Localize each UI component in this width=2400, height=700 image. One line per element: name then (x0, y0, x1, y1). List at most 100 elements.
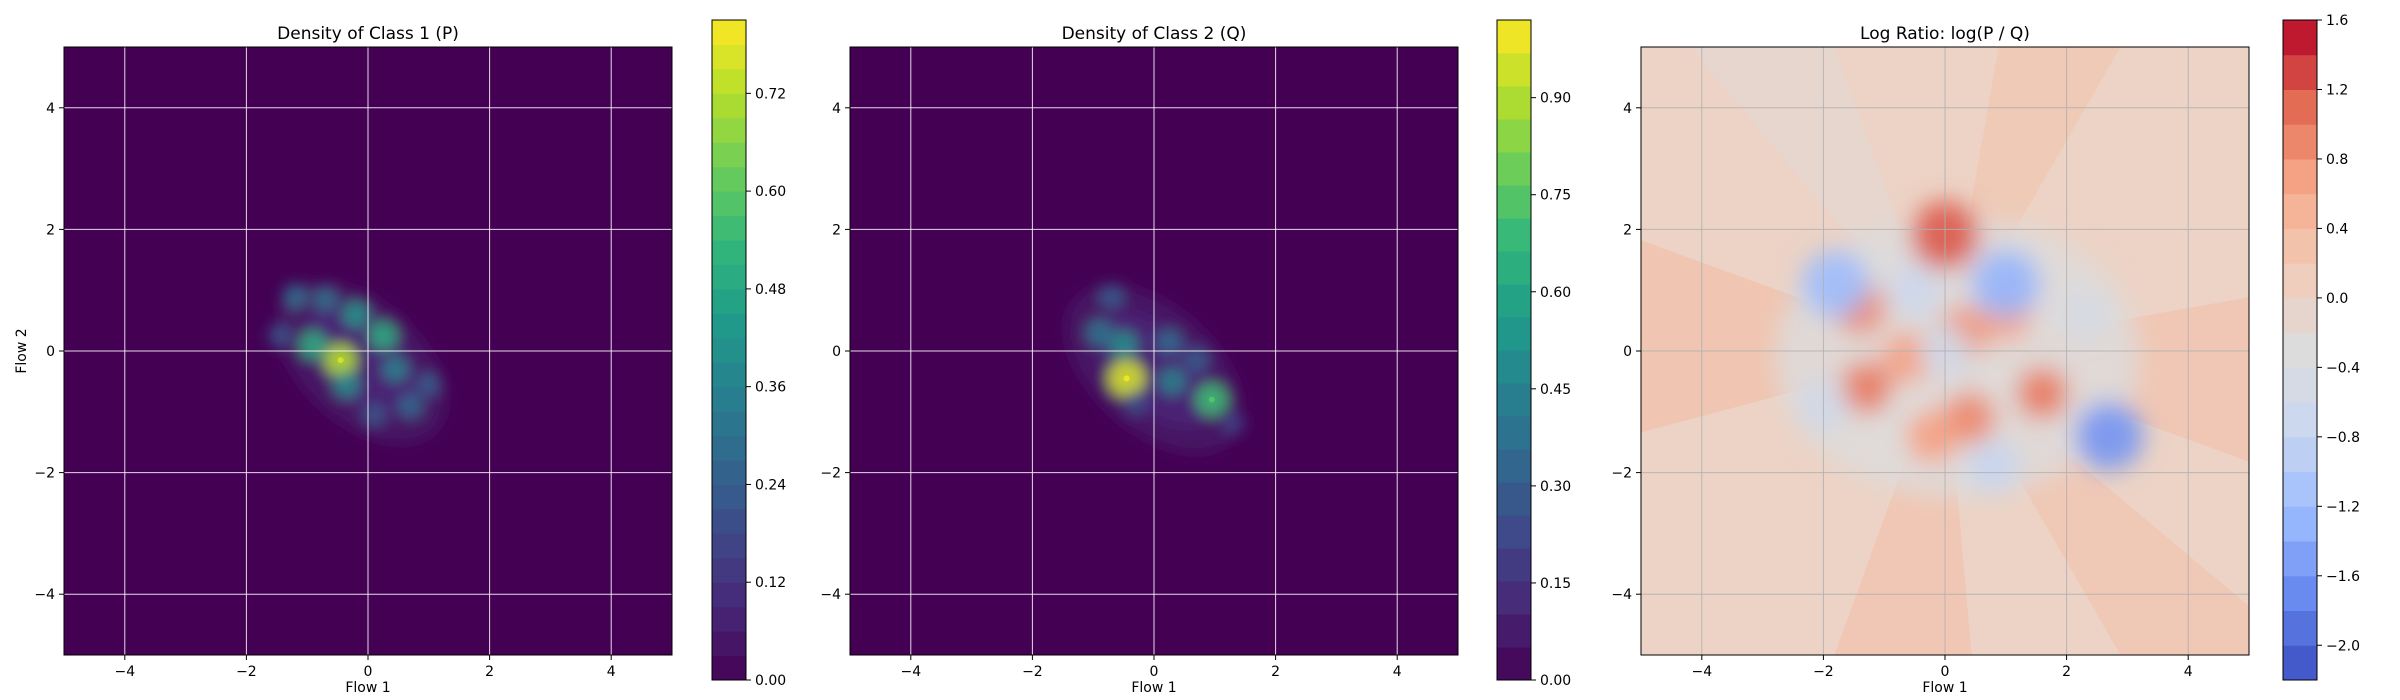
colorbar-band (712, 582, 746, 608)
ratio-region (2075, 402, 2144, 471)
colorbar-frame (711, 19, 747, 681)
colorbar-band (2283, 506, 2317, 542)
y-tick-label: 4 (832, 101, 841, 117)
density-hotspot (1158, 367, 1186, 395)
x-tick-label: 4 (1393, 664, 1402, 680)
colorbar-band (1497, 86, 1531, 120)
ratio-region (2058, 288, 2111, 341)
colorbar-band (1497, 548, 1531, 582)
ratio-layer (1641, 47, 2249, 655)
colorbar-band (712, 533, 746, 559)
colorbar-band (1497, 416, 1531, 450)
x-tick-label: 4 (607, 664, 616, 680)
colorbar-band (712, 655, 746, 681)
density-peak (1123, 375, 1130, 382)
chart-title: Density of Class 1 (P) (277, 24, 459, 44)
panel-class1-density: Density of Class 1 (P) −4 −2 0 2 4 −4 −2 0 2 4 F… (14, 19, 786, 696)
colorbar-band (712, 20, 746, 45)
colorbar-band (712, 337, 746, 363)
y-tick-label: −4 (820, 587, 841, 603)
chart-title: Density of Class 2 (Q) (1062, 24, 1247, 44)
x-ticks: −4 −2 0 2 4 (900, 655, 1402, 680)
ratio-wedge (1945, 47, 2121, 351)
panel-class2-density: Density of Class 2 (Q) −4 −2 0 2 4 −4 −2 0 2 4 F… (820, 19, 1571, 696)
density-hotspot (382, 356, 408, 382)
colorbar-tick-label: 0.4 (2326, 221, 2348, 237)
density-hotspot (1222, 412, 1245, 435)
colorbar-band (712, 435, 746, 461)
chart-title: Log Ratio: log(P / Q) (1860, 24, 2030, 44)
colorbar-band (2283, 367, 2317, 403)
x-tick-label: 2 (1271, 664, 1280, 680)
x-tick-label: −4 (114, 664, 135, 680)
colorbar-band (2283, 541, 2317, 577)
y-ticks: −4 −2 0 2 4 (1611, 101, 1641, 603)
y-tick-label: −2 (1611, 466, 1632, 482)
colorbar-band (712, 557, 746, 583)
density-layer (268, 282, 447, 444)
y-tick-label: 4 (46, 101, 55, 117)
colorbar-tick-label: −0.8 (2326, 430, 2360, 446)
colorbar-tick-label: 0.24 (755, 477, 786, 493)
colorbar-frame (1496, 19, 1532, 681)
x-axis-label: Flow 1 (1131, 680, 1176, 696)
density-hotspot (342, 301, 370, 328)
ratio-region (1839, 361, 1892, 414)
colorbar: 0.00 0.15 0.30 0.45 0.60 0.75 0.90 (1496, 19, 1571, 689)
colorbar-band (1497, 350, 1531, 384)
y-tick-label: 0 (46, 344, 55, 360)
x-tick-label: 0 (1941, 664, 1950, 680)
colorbar-band (712, 166, 746, 192)
density-hotspot (417, 373, 441, 396)
colorbar-tick-label: −1.2 (2326, 499, 2360, 515)
density-hotspot (1124, 391, 1148, 415)
colorbar-band (2283, 436, 2317, 473)
colorbar-band (1497, 515, 1531, 549)
colorbar-band (712, 411, 746, 437)
colorbar-band (1497, 53, 1531, 87)
ratio-region (1971, 250, 2040, 319)
density-core (303, 308, 421, 419)
x-tick-label: 0 (1150, 664, 1159, 680)
colorbar-band (712, 362, 746, 388)
colorbar-tick-label: −1.6 (2326, 569, 2360, 585)
colorbar-tick-label: 0.12 (755, 575, 786, 591)
x-axis-label: Flow 1 (345, 680, 390, 696)
colorbar-band (2283, 471, 2317, 507)
colorbar-tick-label: 0.15 (1540, 576, 1571, 592)
colorbar-tick-label: 0.8 (2326, 152, 2348, 168)
colorbar-band (1497, 317, 1531, 351)
colorbar-tick-label: 0.36 (755, 380, 786, 396)
colorbar-band (712, 508, 746, 534)
colorbar-tick-label: 0.60 (1540, 285, 1571, 301)
x-axis-label: Flow 1 (1922, 680, 1967, 696)
y-tick-label: 2 (1623, 222, 1632, 238)
colorbar-band (1497, 647, 1531, 681)
colorbar-band (712, 631, 746, 657)
x-tick-label: −2 (236, 664, 257, 680)
colorbar-tick-label: 0.0 (2326, 291, 2348, 307)
colorbar-tick-label: 0.45 (1540, 382, 1571, 398)
density-hotspot (362, 403, 386, 427)
colorbar-tick-label: 0.90 (1540, 91, 1571, 107)
colorbar-frame (2282, 19, 2318, 681)
colorbar-band (712, 484, 746, 510)
colorbar-tick-label: 1.2 (2326, 82, 2348, 98)
colorbar-band (712, 93, 746, 119)
colorbar-tick-label: 0.60 (755, 184, 786, 200)
colorbar-band (1497, 284, 1531, 318)
ratio-region (1888, 264, 1941, 317)
x-tick-label: 0 (364, 664, 373, 680)
density-peak (337, 357, 344, 364)
colorbar-band (1497, 383, 1531, 417)
colorbar-band (2283, 20, 2317, 56)
x-tick-label: −2 (1813, 664, 1834, 680)
density-hotspot (1156, 329, 1182, 355)
colorbar-band (712, 142, 746, 168)
ratio-region (1967, 440, 2020, 493)
x-ticks: −4 −2 0 2 4 (114, 655, 616, 680)
colorbar: −2.0 −1.6 −1.2 −0.8 −0.4 0.0 0.4 0.8 1.2 1.6 (2282, 13, 2360, 681)
colorbar-band (2283, 193, 2317, 229)
colorbar-band (2283, 54, 2317, 90)
